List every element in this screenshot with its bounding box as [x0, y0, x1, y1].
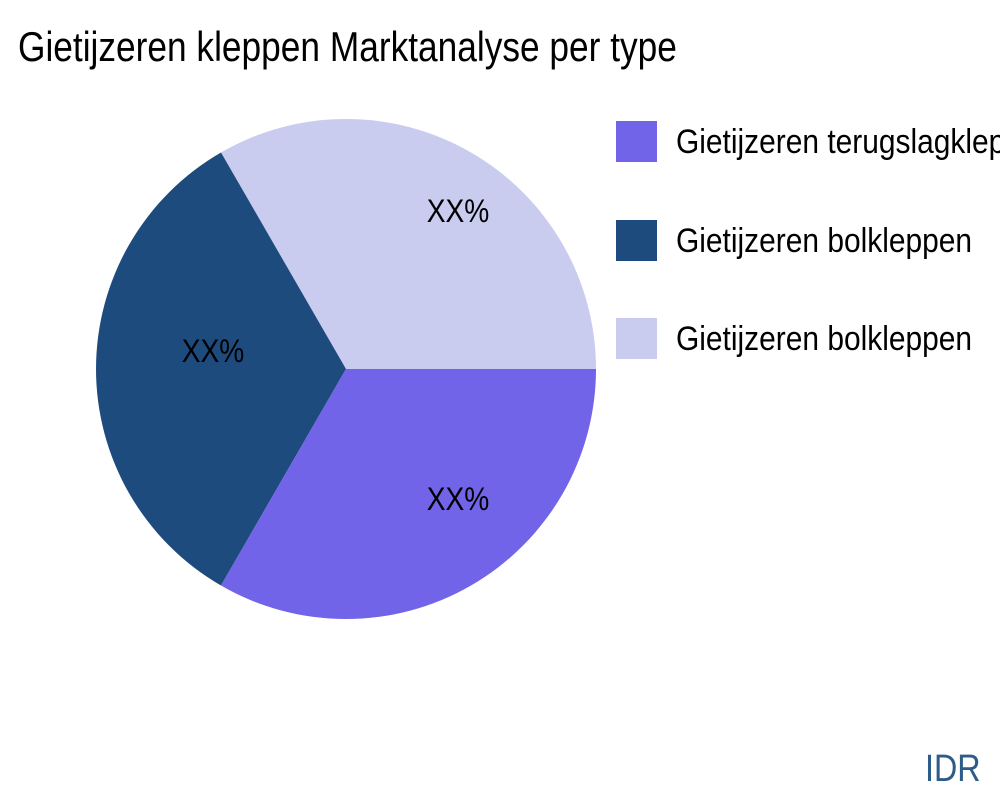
slice-label-bolkleppen-light: XX%: [426, 193, 490, 229]
legend-label: Gietijzeren bolkleppen: [676, 319, 973, 358]
chart-title: Gietijzeren kleppen Marktanalyse per typ…: [18, 23, 677, 70]
legend-item-bolkleppen-dark[interactable]: Gietijzeren bolkleppen: [616, 220, 1000, 261]
pie-slice-bolkleppen-light[interactable]: [221, 119, 596, 369]
legend-swatch-icon: [616, 121, 657, 162]
slice-label-terugslagkleppen: XX%: [426, 481, 490, 517]
pie-slice-bolkleppen-dark[interactable]: [96, 152, 346, 586]
legend-swatch-icon: [616, 318, 657, 359]
legend-swatch-icon: [616, 220, 657, 261]
pie-slice-terugslagkleppen[interactable]: [221, 369, 596, 619]
legend-item-bolkleppen-light[interactable]: Gietijzeren bolkleppen: [616, 318, 1000, 359]
legend-item-terugslagkleppen[interactable]: Gietijzeren terugslagkleppen: [616, 121, 1000, 162]
slice-label-bolkleppen-dark: XX%: [181, 333, 245, 369]
legend-label: Gietijzeren terugslagkleppen: [676, 122, 1000, 161]
legend-label: Gietijzeren bolkleppen: [676, 221, 973, 260]
watermark-idr: IDR: [925, 748, 981, 790]
